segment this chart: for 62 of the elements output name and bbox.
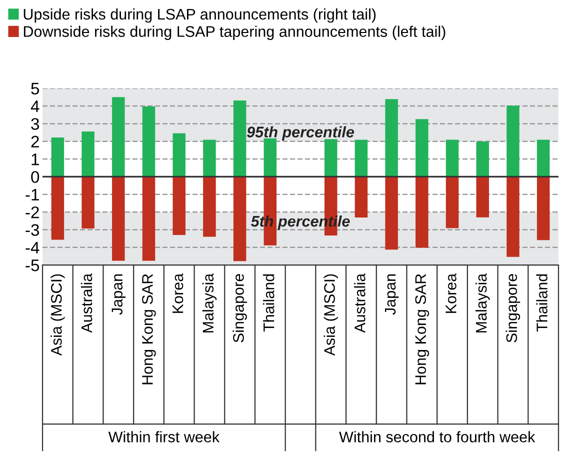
x-tick-label: Thailand — [536, 274, 548, 332]
bar — [324, 139, 338, 177]
bar — [354, 176, 368, 218]
bar — [82, 131, 94, 177]
bar — [112, 176, 125, 261]
legend-label: Upside risks during LSAP announcements (right tail) — [24, 8, 376, 23]
bar — [82, 176, 94, 228]
y-tick-label: 4 — [30, 100, 40, 112]
y-tick-label: -3 — [26, 224, 40, 236]
bar — [536, 176, 550, 240]
bar — [51, 176, 64, 240]
bar — [112, 97, 125, 177]
x-tick-label: Japan — [385, 274, 399, 315]
bar — [506, 106, 520, 177]
x-tick-label: Australia — [354, 273, 366, 333]
bar — [354, 140, 368, 177]
x-tick-label: Hong Kong SAR — [415, 274, 430, 384]
bar — [233, 176, 246, 262]
y-tick-label: -2 — [26, 206, 39, 218]
y-tick-label: -5 — [26, 260, 40, 272]
bar — [416, 176, 428, 248]
bar — [203, 140, 216, 177]
bar — [416, 119, 428, 177]
x-tick-label: Korea — [172, 273, 184, 313]
bar — [385, 99, 398, 177]
bar — [51, 137, 64, 177]
band-label: 95th percentile — [246, 126, 354, 140]
bar — [172, 133, 186, 177]
legend-label: Downside risks during LSAP tapering announcements (left tail) — [24, 26, 446, 40]
bar — [233, 100, 246, 177]
y-tick-label: 5 — [31, 82, 40, 95]
x-tick-label: Hong Kong SAR — [142, 274, 156, 384]
bar — [506, 176, 520, 257]
y-tick-label: 3 — [31, 118, 40, 130]
bar — [142, 176, 156, 261]
text: Within second to fourth week — [339, 431, 536, 442]
text: Within first week — [108, 431, 220, 442]
bar — [142, 106, 156, 177]
x-tick-label: Australia — [80, 273, 92, 333]
bar — [203, 176, 216, 237]
x-tick-label: Thailand — [263, 274, 274, 332]
bar — [476, 176, 489, 218]
bar — [476, 141, 489, 177]
x-tick-label: Asia (MSCI) — [50, 274, 65, 356]
x-tick-label: Singapore — [506, 274, 520, 342]
bar — [446, 140, 459, 177]
x-tick-label: Singapore — [232, 274, 247, 342]
y-tick-label: -4 — [26, 242, 40, 254]
x-tick-label: Japan — [112, 274, 126, 315]
y-tick-label: 1 — [32, 154, 39, 166]
bar — [385, 176, 398, 250]
x-tick-label: Asia (MSCI) — [324, 274, 338, 356]
bar — [264, 138, 277, 177]
y-tick-label: -1 — [26, 188, 39, 200]
y-tick-label: 0 — [31, 171, 40, 183]
y-tick-label: 2 — [31, 136, 39, 148]
bar — [172, 176, 186, 236]
x-tick-label: Malaysia — [202, 273, 217, 332]
bar — [536, 140, 550, 177]
bar — [446, 176, 459, 228]
x-tick-label: Malaysia — [475, 273, 490, 332]
x-tick-label: Korea — [446, 273, 456, 313]
